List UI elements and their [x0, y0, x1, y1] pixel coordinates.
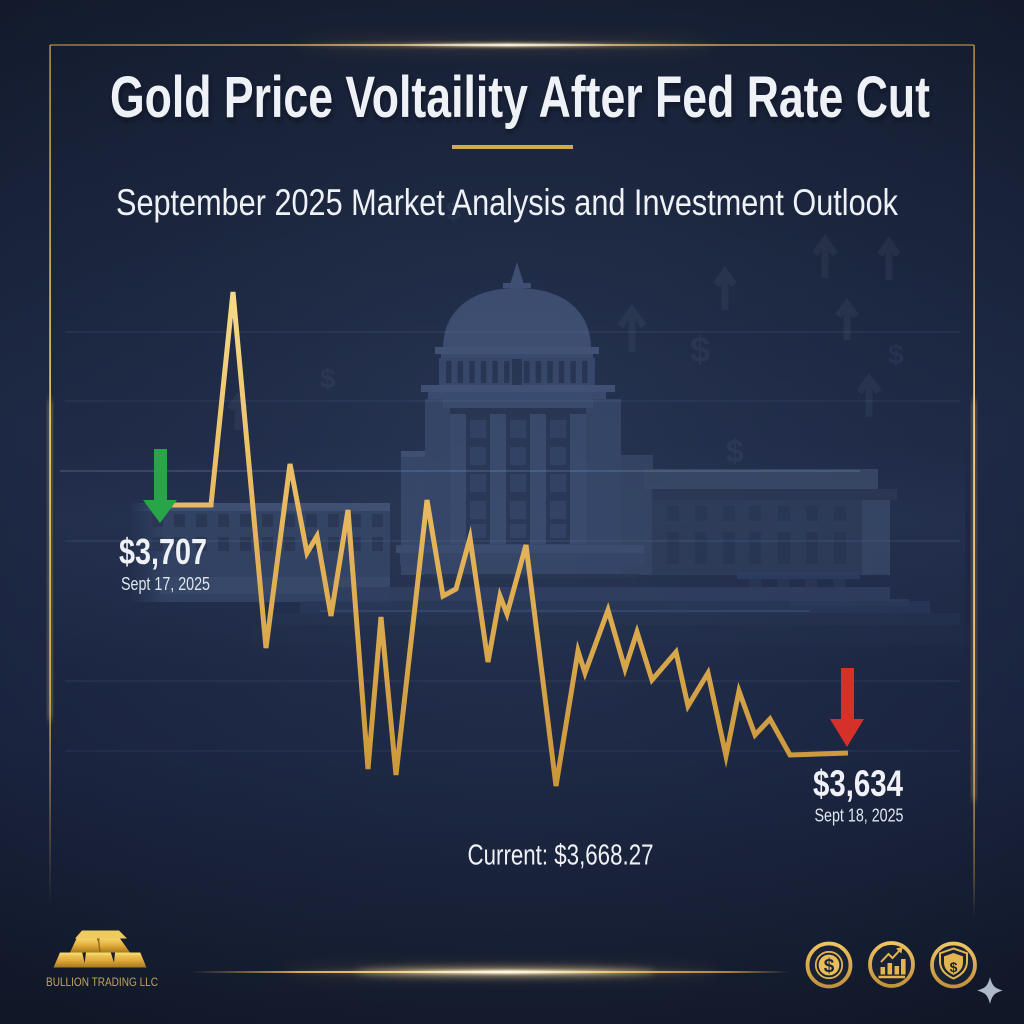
svg-text:Gold Price Voltaility After Fe: Gold Price Voltaility After Fed Rate Cut [111, 68, 931, 133]
svg-text:$: $ [888, 339, 904, 370]
svg-text:BULLION TRADING LLC: BULLION TRADING LLC [46, 977, 158, 989]
svg-text:$3,707: $3,707 [119, 531, 207, 572]
svg-text:$: $ [320, 363, 336, 394]
svg-text:$: $ [950, 959, 958, 975]
svg-text:$: $ [446, 196, 461, 226]
svg-text:Sept 18, 2025: Sept 18, 2025 [815, 805, 904, 826]
svg-text:$: $ [690, 329, 710, 370]
svg-text:$3,634: $3,634 [813, 763, 903, 804]
svg-text:Gold Price Voltaility After Fe: Gold Price Voltaility After Fed Rate Cut [110, 65, 930, 130]
svg-text:September 2025 Market Analysis: September 2025 Market Analysis and Inves… [116, 182, 898, 223]
svg-text:$: $ [726, 433, 744, 469]
svg-text:$: $ [824, 956, 835, 977]
svg-text:Sept 17, 2025: Sept 17, 2025 [121, 574, 210, 594]
svg-text:Current: $3,668.27: Current: $3,668.27 [468, 840, 654, 872]
